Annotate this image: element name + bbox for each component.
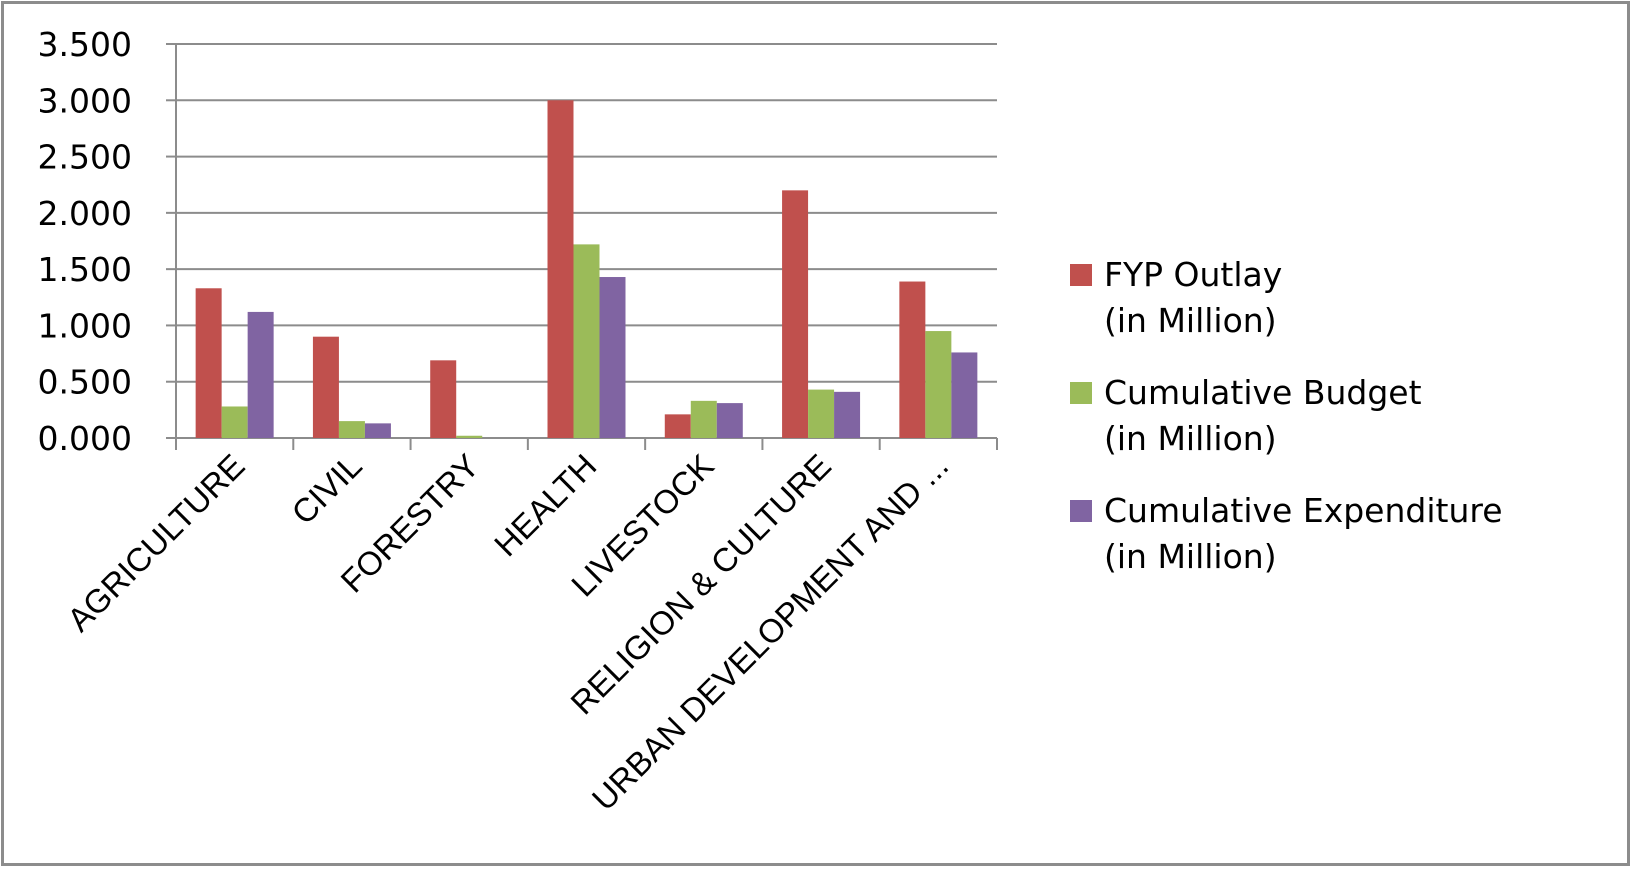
- bar: [808, 389, 835, 438]
- bar: [221, 406, 248, 438]
- x-tick-label: HEALTH: [487, 447, 603, 563]
- bar: [430, 360, 457, 438]
- legend-swatch: [1070, 264, 1092, 286]
- y-tick-label: 0.000: [38, 419, 132, 458]
- y-tick-label: 2.000: [38, 194, 132, 233]
- x-tick-label: AGRICULTURE: [60, 447, 252, 639]
- bar: [716, 403, 743, 438]
- bar: [664, 414, 691, 438]
- legend-swatch: [1070, 500, 1092, 522]
- y-tick-label: 2.500: [38, 138, 132, 177]
- bar: [364, 423, 391, 438]
- y-tick-label: 0.500: [38, 363, 132, 402]
- y-tick-label: 3.000: [38, 81, 132, 120]
- y-tick-label: 1.000: [38, 306, 132, 345]
- legend-swatch: [1070, 382, 1092, 404]
- bar: [951, 352, 978, 438]
- legend-label: (in Million): [1104, 419, 1277, 458]
- bar: [456, 435, 483, 438]
- legend-label: Cumulative Budget: [1104, 373, 1422, 412]
- legend-label: (in Million): [1104, 537, 1277, 576]
- bar: [599, 277, 626, 438]
- y-tick-label: 1.500: [38, 250, 132, 289]
- bar: [547, 100, 574, 439]
- legend-label: FYP Outlay: [1104, 255, 1282, 294]
- legend-label: Cumulative Expenditure: [1104, 491, 1503, 530]
- bar: [899, 281, 926, 438]
- y-tick-label: 3.500: [38, 25, 132, 64]
- bar: [338, 421, 365, 438]
- bar: [834, 391, 861, 438]
- bar: [573, 244, 600, 438]
- bar: [782, 190, 809, 438]
- bar: [312, 336, 339, 438]
- x-tick-label: CIVIL: [284, 447, 369, 532]
- bar: [195, 288, 222, 438]
- bar: [690, 400, 717, 438]
- bar: [925, 331, 952, 438]
- legend-label: (in Million): [1104, 301, 1277, 340]
- bar: [247, 311, 274, 438]
